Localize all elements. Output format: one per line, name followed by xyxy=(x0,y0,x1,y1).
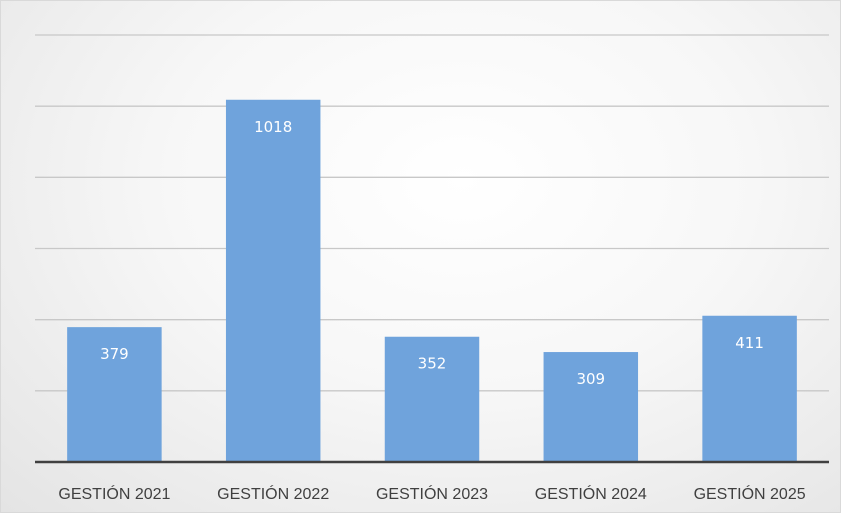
gridlines xyxy=(35,34,829,392)
bar xyxy=(67,327,162,462)
x-tick-label: GESTIÓN 2025 xyxy=(694,484,806,503)
x-tick-label: GESTIÓN 2022 xyxy=(217,484,329,503)
data-label: 379 xyxy=(100,345,129,363)
data-label: 411 xyxy=(735,334,764,352)
data-label: 309 xyxy=(576,370,605,388)
data-labels: 379 1018 352 309 411 xyxy=(100,118,764,388)
bar xyxy=(702,315,797,462)
x-tick-label: GESTIÓN 2021 xyxy=(58,484,170,503)
bar xyxy=(225,99,321,463)
x-tick-labels: GESTIÓN 2021 GESTIÓN 2022 GESTIÓN 2023 GEST… xyxy=(58,484,805,503)
x-tick-label: GESTIÓN 2023 xyxy=(376,484,488,503)
x-tick-label: GESTIÓN 2024 xyxy=(535,484,647,503)
bar xyxy=(384,336,480,462)
data-label: 1018 xyxy=(254,118,292,136)
data-label: 352 xyxy=(418,355,447,373)
bars xyxy=(67,99,797,463)
bar xyxy=(543,352,639,462)
